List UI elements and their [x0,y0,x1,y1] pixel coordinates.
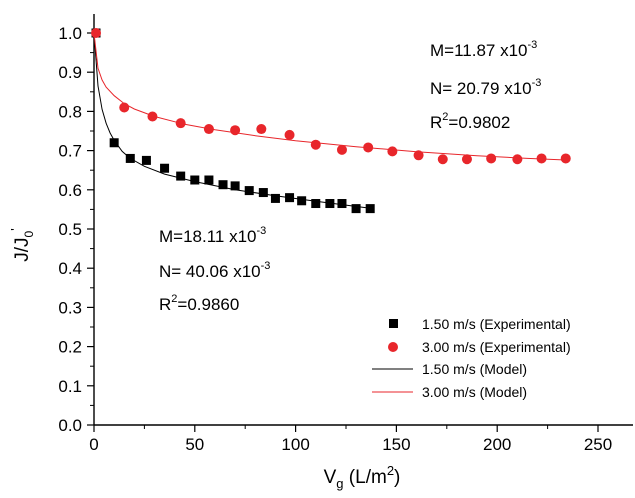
y-axis-title: J/J0' [8,228,36,261]
x-axis-title-rest: (L/m [344,467,387,488]
y-tick-label: 0.0 [58,416,82,435]
point-1-5ms [325,199,335,209]
point-3ms [91,28,102,38]
point-3ms [147,111,158,122]
point-3ms [560,153,571,164]
legend-label-3ms-model: 3.00 m/s (Model) [422,384,527,400]
annotation-3ms-r2-suffix: =0.9802 [448,113,510,132]
point-1-5ms [311,199,321,209]
x-axis-title-sub: g [336,476,343,491]
data-markers [91,28,571,214]
annotation-3ms-n-sup: -3 [532,77,542,89]
point-3ms [119,102,130,113]
point-3ms [486,153,497,164]
point-1-5ms [365,204,375,214]
x-tick-label: 50 [185,435,204,454]
point-1-5ms [297,196,307,206]
x-axis-title-main: V [324,467,337,488]
annotation-3ms-n: N= 20.79 x10-3 [430,77,541,98]
point-1-5ms [351,204,361,214]
point-3ms [512,154,523,165]
y-tick-label: 1.0 [58,24,82,43]
y-tick-label: 0.1 [58,377,82,396]
y-axis-title-sub: 0 [22,230,36,237]
point-3ms [256,124,267,135]
point-3ms [536,153,547,164]
annotation-1-5ms-r2-prefix: R [159,295,171,314]
annotation-3ms-m-sup: -3 [528,39,538,51]
x-tick-label: 200 [483,435,511,454]
annotation-3ms: M=11.87 x10-3 N= 20.79 x10-3 R2=0.9802 [430,39,541,132]
x-tick-label: 0 [89,435,98,454]
annotation-3ms-m: M=11.87 x10-3 [430,39,537,60]
annotation-3ms-r2-prefix: R [430,113,442,132]
point-1-5ms [109,138,119,148]
point-1-5ms [160,163,170,173]
y-tick-label: 0.3 [58,298,82,317]
legend-label-3ms-exp: 3.00 m/s (Experimental) [422,339,571,355]
point-1-5ms [285,193,295,203]
annotation-1-5ms-n: N= 40.06 x10-3 [159,260,270,281]
y-tick-label: 0.8 [58,102,82,121]
point-1-5ms [258,188,268,198]
point-1-5ms [337,199,347,209]
annotation-3ms-r2: R2=0.9802 [430,111,510,132]
y-tick-label: 0.5 [58,220,82,239]
point-3ms [203,124,214,135]
point-1-5ms [270,193,280,203]
point-3ms [284,129,295,140]
x-ticks: 0 50 100 150 200 250 [89,425,612,454]
annotation-3ms-n-prefix: N= 20.79 x10 [430,79,532,98]
annotation-1-5ms-r2: R2=0.9860 [159,293,239,314]
annotation-3ms-m-prefix: M=11.87 x10 [430,41,528,60]
point-1-5ms [125,153,135,163]
y-tick-label: 0.6 [58,181,82,200]
annotation-1-5ms-m-prefix: M=18.11 x10 [159,227,257,246]
point-3ms [387,146,398,157]
y-tick-label: 0.7 [58,142,82,161]
point-3ms [175,118,186,129]
point-3ms [413,150,424,161]
annotation-1-5ms-r2-sup: 2 [171,293,177,305]
point-3ms [336,144,347,155]
annotation-1-5ms-r2-suffix: =0.9860 [177,295,239,314]
point-3ms [461,154,472,165]
y-tick-label: 0.2 [58,338,82,357]
annotation-1-5ms: M=18.11 x10-3 N= 40.06 x10-3 R2=0.9860 [159,225,270,314]
annotation-1-5ms-m: M=18.11 x10-3 [159,225,266,246]
y-ticks: 0.0 0.1 0.2 0.3 0.4 0.5 0.6 0.7 0.8 0.9 1.0 [58,24,94,435]
x-tick-label: 150 [382,435,410,454]
point-1-5ms [141,155,151,165]
point-1-5ms [218,180,228,190]
legend-marker-3ms-exp [388,342,398,352]
point-3ms [363,142,374,153]
x-axis-title: Vg (L/m2) [324,463,401,491]
legend-label-1-5ms-exp: 1.50 m/s (Experimental) [422,316,571,332]
point-1-5ms [176,171,186,181]
x-axis-title-end: ) [394,467,400,488]
annotation-1-5ms-n-sup: -3 [261,260,271,272]
point-1-5ms [230,181,240,191]
y-tick-label: 0.9 [58,63,82,82]
point-1-5ms [244,186,254,196]
annotation-1-5ms-n-prefix: N= 40.06 x10 [159,262,261,281]
legend: 1.50 m/s (Experimental) 3.00 m/s (Experi… [372,316,571,400]
point-3ms [310,139,321,150]
y-axis-title-main: J/J [12,237,33,261]
y-tick-label: 0.4 [58,259,82,278]
legend-marker-1-5ms-exp [389,319,398,328]
annotation-3ms-r2-sup: 2 [442,111,448,123]
annotation-1-5ms-m-sup: -3 [257,225,267,237]
x-axis-title-sup: 2 [387,463,394,478]
x-tick-label: 100 [281,435,309,454]
point-3ms [230,125,241,136]
point-1-5ms [204,175,214,185]
x-tick-label: 250 [584,435,612,454]
point-3ms [437,154,448,165]
y-axis-title-sup: ' [8,228,23,230]
legend-label-1-5ms-model: 1.50 m/s (Model) [422,361,527,377]
point-1-5ms [190,175,200,185]
